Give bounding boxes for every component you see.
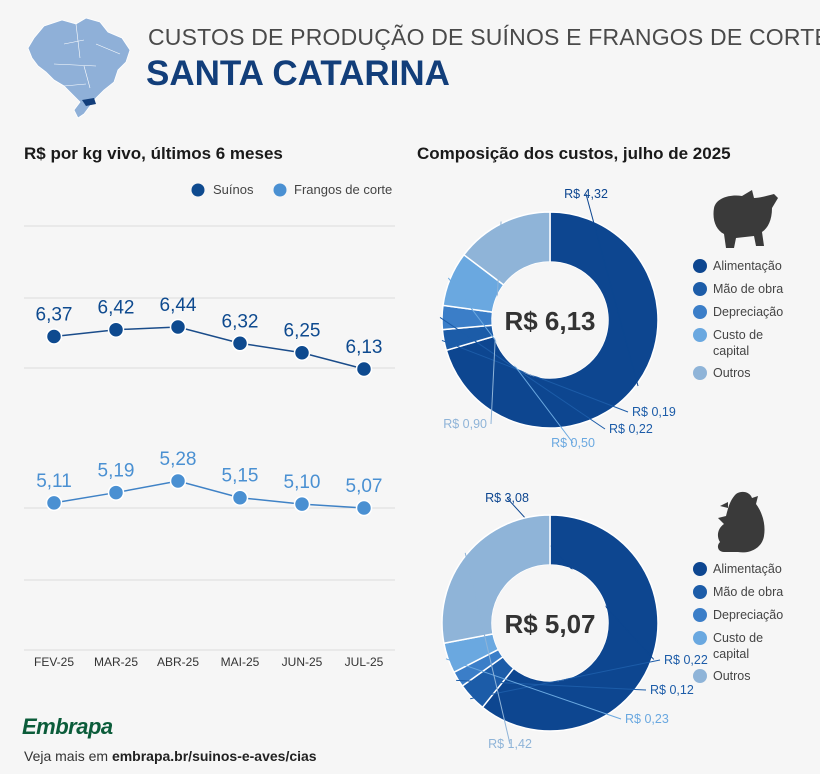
legend-label: Depreciação	[713, 608, 783, 622]
legend-suinos-label: Suínos	[213, 182, 254, 197]
legend-marker	[693, 669, 707, 683]
legend-marker	[693, 259, 707, 273]
data-label-frangos: 5,28	[160, 449, 197, 470]
slice-value-label: R$ 4,32	[564, 187, 608, 201]
data-point-frangos	[231, 489, 249, 506]
footer-prefix: Veja mais em	[24, 748, 112, 764]
header-subtitle: CUSTOS DE PRODUÇÃO DE SUÍNOS E FRANGOS D…	[148, 24, 820, 50]
data-label-frangos: 5,10	[284, 472, 321, 493]
donut-center-total: R$ 6,13	[504, 306, 595, 336]
data-point-frangos	[169, 472, 187, 490]
data-point-frangos	[45, 494, 63, 512]
data-point-suinos	[355, 360, 373, 378]
page-title: SANTA CATARINA	[146, 54, 450, 93]
legend-label: Alimentação	[713, 562, 782, 576]
leader-line	[445, 658, 622, 720]
slice-value-label: R$ 0,12	[650, 683, 694, 697]
x-tick-label: JUN-25	[282, 655, 323, 669]
leader-line	[456, 679, 647, 691]
donut-center-total: R$ 5,07	[504, 609, 595, 639]
data-point-suinos	[45, 328, 63, 345]
legend-marker	[693, 305, 707, 319]
data-point-frangos	[107, 484, 125, 501]
data-label-suinos: 6,32	[222, 311, 259, 332]
legend-frangos-marker	[273, 183, 287, 197]
leader-line	[585, 193, 639, 387]
legend-label: Custo de	[713, 328, 763, 342]
brazil-map-icon	[27, 17, 131, 119]
data-label-frangos: 5,11	[36, 471, 72, 492]
legend-suinos-marker	[191, 183, 205, 197]
series-line-suinos	[53, 326, 365, 370]
data-label-frangos: 5,15	[222, 466, 259, 487]
slice-value-label: R$ 0,90	[443, 417, 487, 431]
leader-line	[441, 339, 629, 413]
legend-label: Mão de obra	[713, 585, 783, 599]
legend-label: Custo de	[713, 631, 763, 645]
line-chart-title: R$ por kg vivo, últimos 6 meses	[24, 144, 283, 163]
legend-label: Depreciação	[713, 305, 783, 319]
data-label-suinos: 6,44	[160, 295, 197, 316]
data-point-suinos	[107, 321, 125, 338]
slice-value-label: R$ 0,19	[632, 405, 676, 419]
footer-link[interactable]: embrapa.br/suinos-e-aves/cias	[111, 748, 317, 764]
slice-value-label: R$ 0,22	[609, 422, 653, 436]
x-tick-label: ABR-25	[157, 655, 199, 669]
legend-label: Alimentação	[713, 259, 782, 273]
donut-hole	[492, 262, 608, 378]
legend-marker	[693, 608, 707, 622]
x-tick-label: MAI-25	[221, 655, 260, 669]
x-tick-label: JUL-25	[345, 655, 384, 669]
leader-line	[470, 659, 661, 700]
pig-icon	[713, 190, 778, 248]
data-label-suinos: 6,13	[346, 337, 383, 358]
data-label-suinos: 6,42	[98, 298, 135, 319]
legend-label: Outros	[713, 669, 751, 683]
legend-marker	[693, 631, 707, 645]
slice-value-label: R$ 3,08	[485, 491, 529, 505]
data-point-suinos	[169, 318, 187, 336]
embrapa-logo: Embrapa	[22, 714, 113, 739]
data-label-suinos: 6,25	[284, 321, 321, 342]
legend-marker	[693, 562, 707, 576]
donut-section-title: Composição dos custos, julho de 2025	[417, 144, 731, 163]
footer-text: Veja mais em embrapa.br/suinos-e-aves/ci…	[24, 748, 317, 764]
leader-line	[464, 552, 511, 745]
legend-marker	[693, 585, 707, 599]
legend-label: capital	[713, 647, 749, 661]
legend-label: capital	[713, 344, 749, 358]
data-point-frangos	[293, 495, 311, 513]
x-tick-label: FEV-25	[34, 655, 74, 669]
x-tick-label: MAR-25	[94, 655, 138, 669]
series-line-frangos	[53, 480, 365, 509]
legend-label: Mão de obra	[713, 282, 783, 296]
chicken-icon	[717, 491, 765, 553]
legend-marker	[693, 282, 707, 296]
data-point-suinos	[231, 335, 249, 352]
data-label-suinos: 6,37	[36, 304, 73, 325]
data-label-frangos: 5,07	[346, 476, 383, 497]
slice-value-label: R$ 0,22	[664, 653, 708, 667]
legend-marker	[693, 366, 707, 380]
legend-marker	[693, 328, 707, 342]
slice-value-label: R$ 0,50	[551, 436, 595, 450]
slice-value-label: R$ 0,23	[625, 712, 669, 726]
legend-label: Outros	[713, 366, 751, 380]
data-label-frangos: 5,19	[98, 461, 135, 482]
leader-line	[439, 317, 606, 430]
donut-hole	[492, 565, 608, 681]
slice-value-label: R$ 1,42	[488, 737, 532, 751]
legend-frangos-label: Frangos de corte	[294, 182, 393, 197]
data-point-frangos	[355, 499, 373, 517]
data-point-suinos	[293, 344, 311, 361]
